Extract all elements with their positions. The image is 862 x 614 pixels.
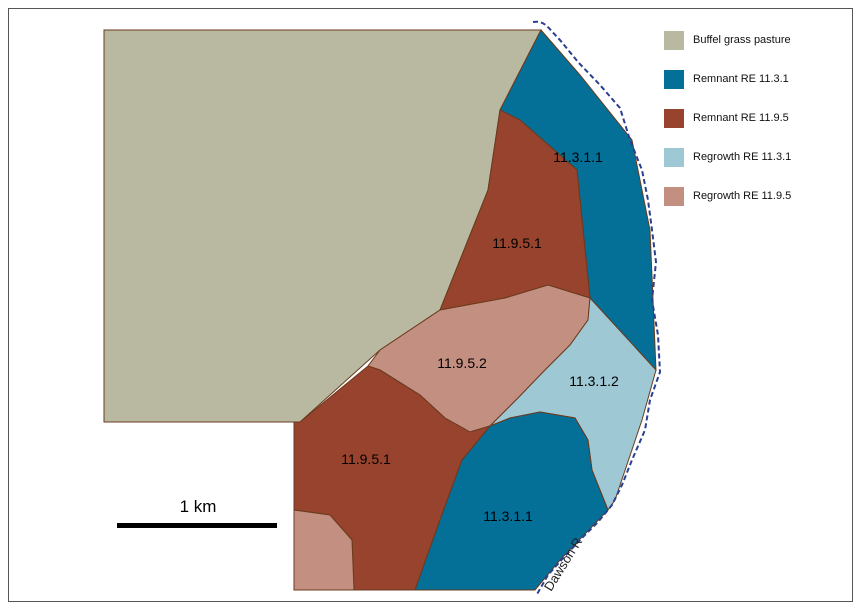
map-legend: Buffel grass pasture Remnant RE 11.3.1 R… — [664, 30, 844, 225]
scale-bar: 1 km — [117, 497, 279, 533]
legend-item-remnant-1195: Remnant RE 11.9.5 — [664, 108, 844, 128]
scale-bar-label: 1 km — [179, 497, 217, 516]
scale-bar-line — [117, 523, 277, 528]
legend-swatch-remnant-1131 — [664, 69, 684, 89]
legend-label-buffel: Buffel grass pasture — [693, 34, 791, 46]
label-remnant-1131-north: 11.3.1.1 — [553, 149, 603, 165]
legend-swatch-regrowth-1131 — [664, 147, 684, 167]
legend-item-remnant-1131: Remnant RE 11.3.1 — [664, 69, 844, 89]
legend-item-regrowth-1131: Regrowth RE 11.3.1 — [664, 147, 844, 167]
legend-label-regrowth-1195: Regrowth RE 11.9.5 — [693, 190, 792, 202]
legend-label-remnant-1131: Remnant RE 11.3.1 — [693, 73, 789, 85]
label-remnant-1195-south: 11.9.5.1 — [341, 451, 391, 467]
region-remnant-1131-south — [414, 411, 609, 591]
legend-swatch-remnant-1195 — [664, 108, 684, 128]
legend-label-remnant-1195: Remnant RE 11.9.5 — [693, 112, 789, 124]
legend-swatch-buffel — [664, 30, 684, 50]
label-regrowth-1131: 11.3.1.2 — [569, 373, 619, 389]
label-regrowth-1195: 11.9.5.2 — [437, 355, 487, 371]
legend-item-regrowth-1195: Regrowth RE 11.9.5 — [664, 186, 844, 206]
region-regrowth-1195-corner — [293, 509, 355, 591]
legend-swatch-regrowth-1195 — [664, 186, 684, 206]
label-remnant-1195-north: 11.9.5.1 — [492, 235, 542, 251]
legend-item-buffel: Buffel grass pasture — [664, 30, 844, 50]
label-remnant-1131-south: 11.3.1.1 — [483, 508, 533, 524]
dawson-river-line — [532, 20, 662, 597]
legend-label-regrowth-1131: Regrowth RE 11.3.1 — [693, 151, 792, 163]
